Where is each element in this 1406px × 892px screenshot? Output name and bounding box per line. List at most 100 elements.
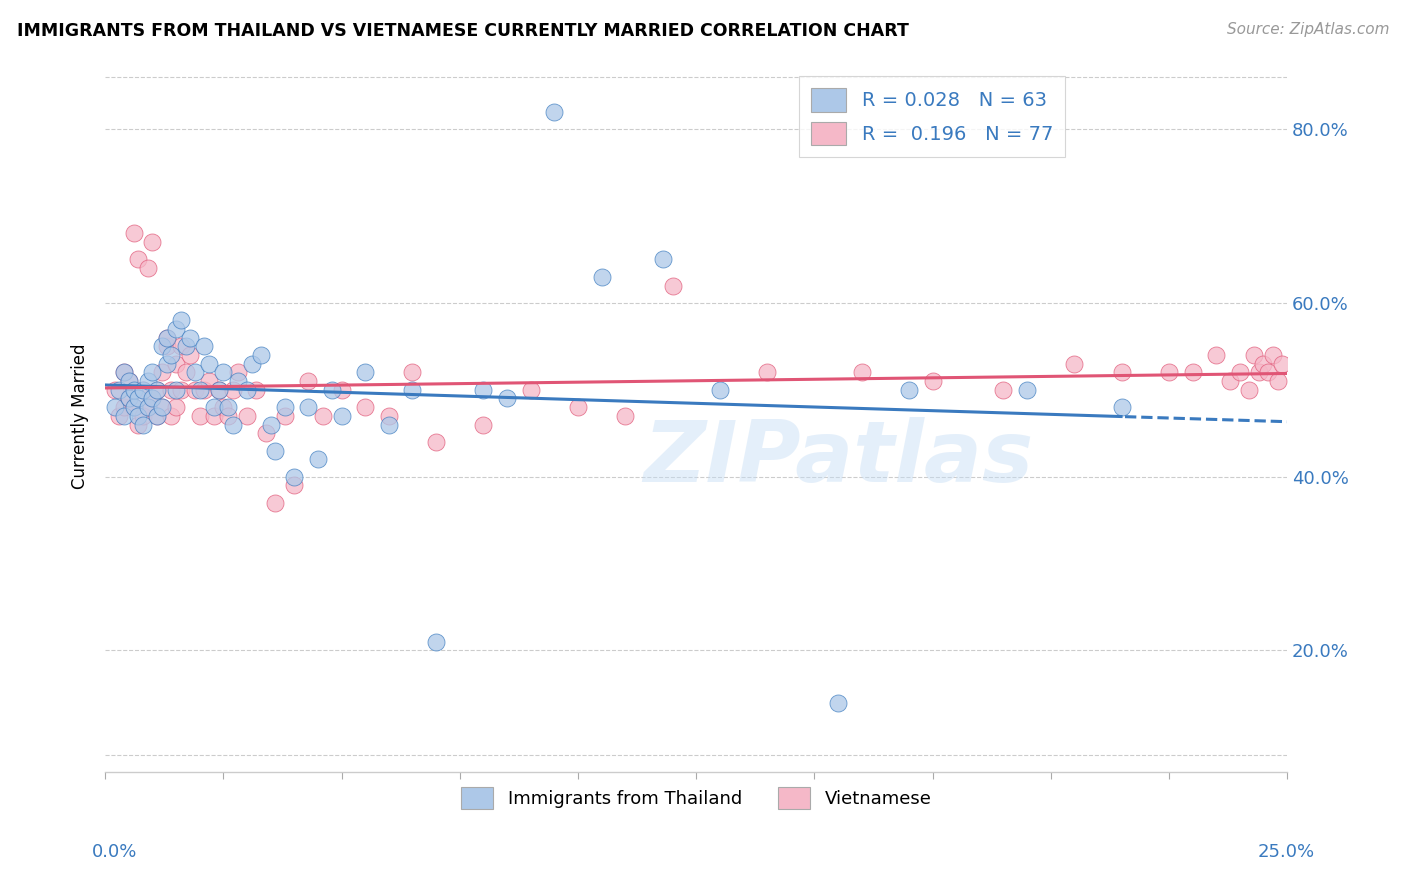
Point xyxy=(425,634,447,648)
Point xyxy=(112,365,135,379)
Point xyxy=(112,365,135,379)
Point xyxy=(179,331,201,345)
Point xyxy=(141,235,163,249)
Point xyxy=(156,339,179,353)
Point xyxy=(472,417,495,432)
Point xyxy=(108,409,131,423)
Point xyxy=(165,383,187,397)
Point xyxy=(104,400,127,414)
Point xyxy=(652,252,675,267)
Point xyxy=(104,383,127,397)
Point xyxy=(283,478,305,492)
Point xyxy=(127,417,149,432)
Point xyxy=(827,696,849,710)
Point xyxy=(264,496,287,510)
Point xyxy=(354,400,377,414)
Point xyxy=(897,383,920,397)
Point xyxy=(202,400,225,414)
Point xyxy=(160,348,183,362)
Point xyxy=(245,383,267,397)
Point xyxy=(236,409,259,423)
Point xyxy=(1253,357,1275,371)
Point xyxy=(208,383,231,397)
Point xyxy=(1271,357,1294,371)
Point xyxy=(1015,383,1038,397)
Point xyxy=(122,400,145,414)
Point xyxy=(1257,365,1279,379)
Point xyxy=(260,417,283,432)
Point xyxy=(150,365,173,379)
Point xyxy=(208,383,231,397)
Point xyxy=(165,322,187,336)
Point xyxy=(146,383,169,397)
Point xyxy=(156,331,179,345)
Point xyxy=(136,374,159,388)
Point xyxy=(141,392,163,406)
Point xyxy=(274,409,297,423)
Point xyxy=(212,400,235,414)
Point xyxy=(254,426,277,441)
Point xyxy=(150,400,173,414)
Point xyxy=(184,365,207,379)
Point xyxy=(1243,348,1265,362)
Legend: Immigrants from Thailand, Vietnamese: Immigrants from Thailand, Vietnamese xyxy=(453,780,939,816)
Point xyxy=(170,313,193,327)
Point xyxy=(297,400,319,414)
Point xyxy=(112,400,135,414)
Point xyxy=(614,409,637,423)
Point xyxy=(217,400,239,414)
Point xyxy=(170,383,193,397)
Point xyxy=(150,339,173,353)
Point xyxy=(709,383,731,397)
Point xyxy=(472,383,495,397)
Point xyxy=(921,374,943,388)
Point xyxy=(401,383,423,397)
Text: 0.0%: 0.0% xyxy=(91,843,136,861)
Point xyxy=(193,339,215,353)
Point xyxy=(127,252,149,267)
Point xyxy=(226,365,249,379)
Point xyxy=(307,452,329,467)
Point xyxy=(378,417,401,432)
Point xyxy=(222,417,245,432)
Point xyxy=(1267,374,1289,388)
Point xyxy=(198,357,221,371)
Point xyxy=(132,417,155,432)
Point xyxy=(212,365,235,379)
Point xyxy=(425,434,447,449)
Point xyxy=(240,357,263,371)
Point xyxy=(184,383,207,397)
Point xyxy=(1111,400,1133,414)
Point xyxy=(136,261,159,276)
Point xyxy=(756,365,779,379)
Point xyxy=(136,400,159,414)
Point xyxy=(132,409,155,423)
Point xyxy=(146,409,169,423)
Point xyxy=(330,409,353,423)
Point xyxy=(217,409,239,423)
Point xyxy=(112,409,135,423)
Point xyxy=(156,331,179,345)
Point xyxy=(378,409,401,423)
Point xyxy=(1181,365,1204,379)
Point xyxy=(661,278,683,293)
Point xyxy=(160,409,183,423)
Point xyxy=(193,383,215,397)
Point xyxy=(179,348,201,362)
Text: ZIPatlas: ZIPatlas xyxy=(643,417,1033,500)
Point xyxy=(311,409,333,423)
Point xyxy=(226,374,249,388)
Point xyxy=(156,357,179,371)
Text: 25.0%: 25.0% xyxy=(1257,843,1315,861)
Point xyxy=(851,365,873,379)
Point xyxy=(150,400,173,414)
Point xyxy=(174,365,197,379)
Point xyxy=(250,348,273,362)
Point xyxy=(993,383,1015,397)
Point xyxy=(321,383,343,397)
Point xyxy=(122,400,145,414)
Point xyxy=(283,469,305,483)
Text: Source: ZipAtlas.com: Source: ZipAtlas.com xyxy=(1226,22,1389,37)
Point xyxy=(118,392,141,406)
Point xyxy=(202,409,225,423)
